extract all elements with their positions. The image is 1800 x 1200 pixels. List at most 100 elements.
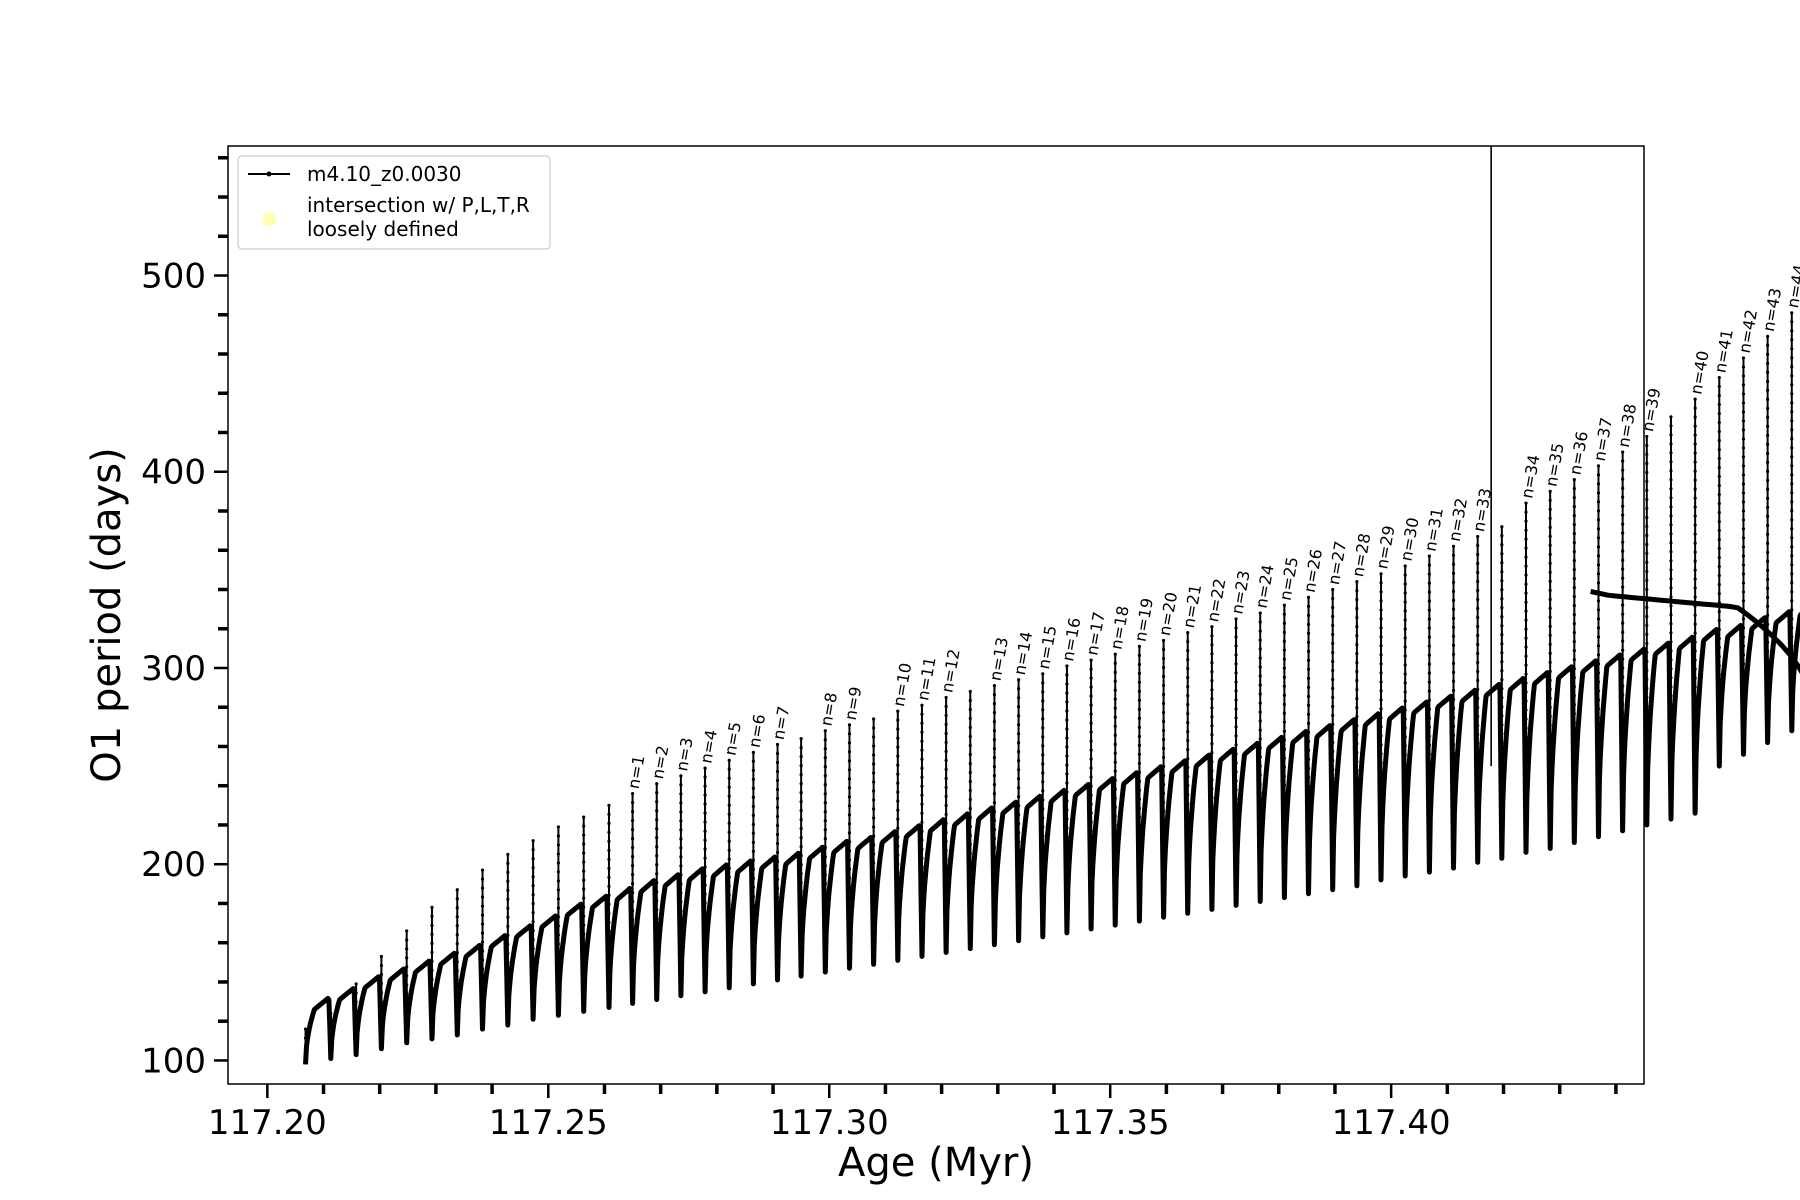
data-point	[1548, 633, 1552, 637]
data-point	[1645, 641, 1649, 646]
data-point	[1403, 618, 1407, 622]
data-point	[703, 820, 707, 824]
data-point	[1331, 749, 1335, 754]
data-point	[1548, 516, 1552, 520]
data-point	[1258, 872, 1262, 876]
data-point	[630, 827, 635, 832]
data-point	[823, 729, 827, 733]
data-point	[1572, 765, 1576, 770]
data-point	[992, 756, 997, 760]
data-point	[1041, 771, 1045, 775]
data-point	[607, 947, 611, 951]
data-point	[1065, 871, 1069, 875]
data-point	[480, 1021, 485, 1025]
legend-label-intersection: intersection w/ P,L,T,R loosely defined	[307, 193, 530, 241]
data-point	[799, 917, 803, 921]
data-point	[1766, 478, 1770, 482]
data-point	[1669, 442, 1673, 446]
data-point	[1548, 615, 1552, 619]
data-point	[1186, 802, 1190, 806]
data-point	[1596, 653, 1601, 657]
data-point	[1548, 525, 1552, 529]
data-point	[405, 983, 409, 987]
data-point	[1282, 657, 1286, 661]
data-point	[751, 912, 755, 916]
data-point	[1306, 757, 1311, 761]
data-point	[303, 1045, 308, 1049]
data-point	[1234, 851, 1238, 855]
data-point	[405, 929, 409, 933]
data-point	[1379, 734, 1383, 738]
data-point	[1717, 636, 1721, 641]
data-point	[1717, 699, 1721, 704]
data-point	[1017, 705, 1021, 709]
data-point	[968, 851, 972, 856]
data-point	[992, 882, 997, 886]
data-point	[1717, 654, 1721, 659]
data-point	[920, 928, 924, 932]
data-point	[1645, 605, 1649, 610]
data-point	[1693, 793, 1697, 797]
data-point	[1596, 815, 1601, 819]
data-point	[1621, 711, 1625, 715]
data-point	[506, 870, 510, 875]
data-point	[847, 822, 852, 826]
data-point	[1355, 589, 1359, 593]
data-point	[556, 951, 561, 955]
data-point	[1717, 537, 1721, 542]
data-point	[1427, 581, 1431, 585]
data-point	[582, 869, 586, 873]
data-point	[872, 735, 876, 739]
data-point	[1548, 678, 1552, 682]
data-point	[1161, 674, 1166, 679]
data-point	[920, 820, 924, 824]
data-point	[582, 977, 586, 981]
data-point	[1669, 703, 1673, 707]
data-point	[1476, 624, 1480, 629]
data-point	[556, 996, 561, 1000]
data-point	[630, 800, 635, 805]
data-point	[1089, 856, 1093, 860]
data-point	[896, 754, 900, 758]
data-point	[1065, 862, 1069, 866]
data-point	[1766, 739, 1770, 743]
data-point	[1427, 608, 1431, 612]
data-point	[1717, 717, 1721, 722]
data-point	[1427, 617, 1431, 621]
data-point	[1355, 652, 1359, 656]
data-point	[1548, 831, 1552, 835]
data-point	[1355, 823, 1359, 827]
data-point	[1645, 677, 1649, 682]
data-point	[1379, 833, 1383, 837]
data-point	[1669, 649, 1673, 653]
data-point	[823, 873, 827, 877]
data-point	[1548, 507, 1552, 511]
data-point	[727, 965, 731, 969]
data-point	[1306, 667, 1311, 671]
data-point	[1621, 504, 1625, 508]
data-point	[1017, 921, 1021, 925]
data-point	[1331, 740, 1335, 745]
data-point	[1572, 540, 1576, 545]
data-point	[1282, 693, 1286, 697]
data-point	[751, 957, 755, 961]
data-point	[1331, 677, 1335, 682]
data-point	[1355, 787, 1359, 791]
data-point	[1741, 554, 1746, 558]
data-point	[1693, 460, 1697, 464]
data-point	[1596, 725, 1601, 729]
data-point	[1403, 591, 1407, 595]
data-point	[630, 836, 635, 841]
data-point	[1741, 635, 1746, 639]
data-point	[1355, 796, 1359, 800]
data-point	[968, 932, 972, 937]
data-point	[1306, 676, 1311, 680]
data-point	[1355, 814, 1359, 818]
data-point	[1282, 855, 1286, 859]
data-point	[992, 720, 997, 724]
data-point	[1065, 691, 1069, 695]
data-point	[303, 1054, 308, 1058]
data-point	[1572, 630, 1576, 635]
data-point	[1548, 597, 1552, 601]
data-point	[1306, 766, 1311, 770]
